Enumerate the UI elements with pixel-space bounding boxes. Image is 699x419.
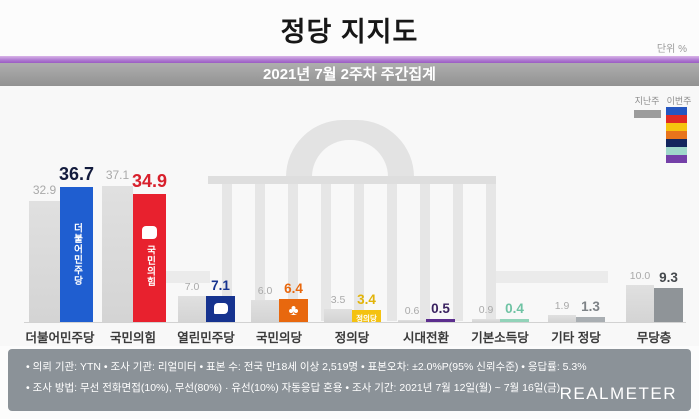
legend-color-swatch bbox=[666, 139, 687, 147]
last-week-value: 3.5 bbox=[330, 294, 346, 307]
last-week-value: 0.9 bbox=[478, 303, 494, 316]
page-title: 정당 지지도 bbox=[280, 17, 419, 47]
assembly-column bbox=[486, 184, 496, 321]
assembly-column bbox=[255, 184, 265, 321]
bar-last-week bbox=[102, 185, 133, 322]
bar-last-week bbox=[398, 319, 426, 322]
bar-last-week bbox=[548, 315, 576, 322]
assembly-column bbox=[288, 184, 298, 321]
category-label: 무당층 bbox=[636, 331, 672, 345]
bar-party-name-vertical: 국민의힘 bbox=[144, 244, 156, 287]
legend-color-swatch bbox=[666, 147, 687, 155]
assembly-column bbox=[222, 184, 232, 321]
this-week-value: 1.3 bbox=[581, 299, 600, 315]
legend-this-week-label: 이번주 bbox=[666, 96, 692, 106]
this-week-value: 7.1 bbox=[211, 277, 230, 293]
subtitle-bar: 2021년 7월 2주차 주간집계 bbox=[0, 63, 699, 86]
bar-party-name: 정의당 bbox=[356, 313, 377, 323]
category-label: 열린민주당 bbox=[177, 331, 235, 345]
category-label: 국민의힘 bbox=[109, 331, 156, 345]
category-label: 정의당 bbox=[334, 331, 370, 345]
assembly-roof-slab bbox=[208, 176, 496, 184]
this-week-value: 3.4 bbox=[357, 291, 376, 307]
survey-methodology-box: • 의뢰 기관: YTN • 조사 기관: 리얼미터 • 표본 수: 전국 만1… bbox=[8, 349, 691, 411]
methodology-line-1: • 의뢰 기관: YTN • 조사 기관: 리얼미터 • 표본 수: 전국 만1… bbox=[26, 361, 587, 373]
bar-last-week bbox=[251, 299, 279, 322]
legend-color-swatch bbox=[666, 131, 687, 139]
assembly-column bbox=[387, 184, 397, 321]
assembly-column bbox=[321, 184, 331, 321]
this-week-value: 36.7 bbox=[58, 164, 95, 185]
category-label: 국민의당 bbox=[255, 331, 302, 345]
last-week-value: 10.0 bbox=[629, 270, 651, 283]
clover-logo: ♣ bbox=[288, 301, 299, 319]
bar-this-week: ♣ bbox=[279, 298, 308, 322]
bar-last-week bbox=[29, 201, 60, 322]
last-week-value: 0.6 bbox=[404, 304, 420, 317]
last-week-value: 6.0 bbox=[257, 284, 273, 297]
x-axis-baseline bbox=[24, 322, 686, 323]
this-week-value: 6.4 bbox=[284, 280, 303, 296]
this-week-value: 0.4 bbox=[505, 301, 524, 316]
accent-strip bbox=[0, 56, 699, 63]
this-week-value: 34.9 bbox=[131, 170, 168, 191]
assembly-column bbox=[354, 184, 364, 321]
bar-this-week bbox=[654, 287, 683, 322]
this-week-value: 0.5 bbox=[431, 301, 450, 316]
last-week-value: 37.1 bbox=[105, 167, 130, 182]
category-label: 기타 정당 bbox=[551, 331, 601, 345]
bar-this-week bbox=[500, 319, 529, 322]
category-label: 기본소득당 bbox=[471, 331, 529, 345]
bar-this-week bbox=[206, 295, 235, 322]
legend-color-swatch bbox=[666, 123, 687, 131]
legend-this-week-swatches bbox=[666, 107, 687, 163]
bar-this-week bbox=[426, 319, 455, 322]
bar-party-name-vertical: 더불어민주당 bbox=[71, 223, 83, 287]
unit-label: 단위 % bbox=[656, 44, 687, 55]
bar-this-week: 정의당 bbox=[352, 309, 381, 323]
last-week-value: 32.9 bbox=[32, 183, 57, 198]
legend-color-swatch bbox=[666, 115, 687, 123]
legend-last-week-label: 지난주 bbox=[634, 96, 660, 106]
realmeter-logo: REALMETER bbox=[559, 384, 677, 403]
bar-last-week bbox=[324, 309, 352, 322]
category-label: 시대전환 bbox=[402, 331, 449, 345]
bar-last-week bbox=[472, 318, 500, 322]
bar-last-week bbox=[178, 296, 206, 322]
assembly-column bbox=[420, 184, 430, 321]
methodology-line-2: • 조사 방법: 무선 전화면접(10%), 무선(80%) · 유선(10%)… bbox=[26, 382, 561, 394]
open-democratic-party-logo bbox=[213, 302, 228, 314]
bar-this-week: 더불어민주당 bbox=[60, 187, 93, 322]
legend-color-swatch bbox=[666, 107, 687, 115]
legend-last-week-swatch bbox=[634, 110, 661, 118]
speech-bubble-logo bbox=[142, 225, 157, 239]
this-week-value: 9.3 bbox=[659, 269, 678, 285]
category-label: 더불어민주당 bbox=[25, 331, 95, 345]
last-week-value: 1.9 bbox=[554, 300, 570, 313]
assembly-right-wing bbox=[496, 271, 608, 283]
bar-this-week bbox=[576, 317, 605, 322]
bar-last-week bbox=[626, 285, 654, 322]
assembly-column bbox=[453, 184, 463, 321]
last-week-value: 7.0 bbox=[184, 281, 200, 294]
bar-this-week: 국민의힘 bbox=[133, 193, 166, 322]
legend-color-swatch bbox=[666, 155, 687, 163]
